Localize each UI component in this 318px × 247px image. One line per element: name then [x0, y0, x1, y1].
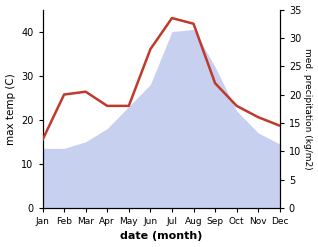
Y-axis label: med. precipitation (kg/m2): med. precipitation (kg/m2)	[303, 48, 313, 169]
Y-axis label: max temp (C): max temp (C)	[5, 73, 16, 144]
X-axis label: date (month): date (month)	[120, 231, 202, 242]
